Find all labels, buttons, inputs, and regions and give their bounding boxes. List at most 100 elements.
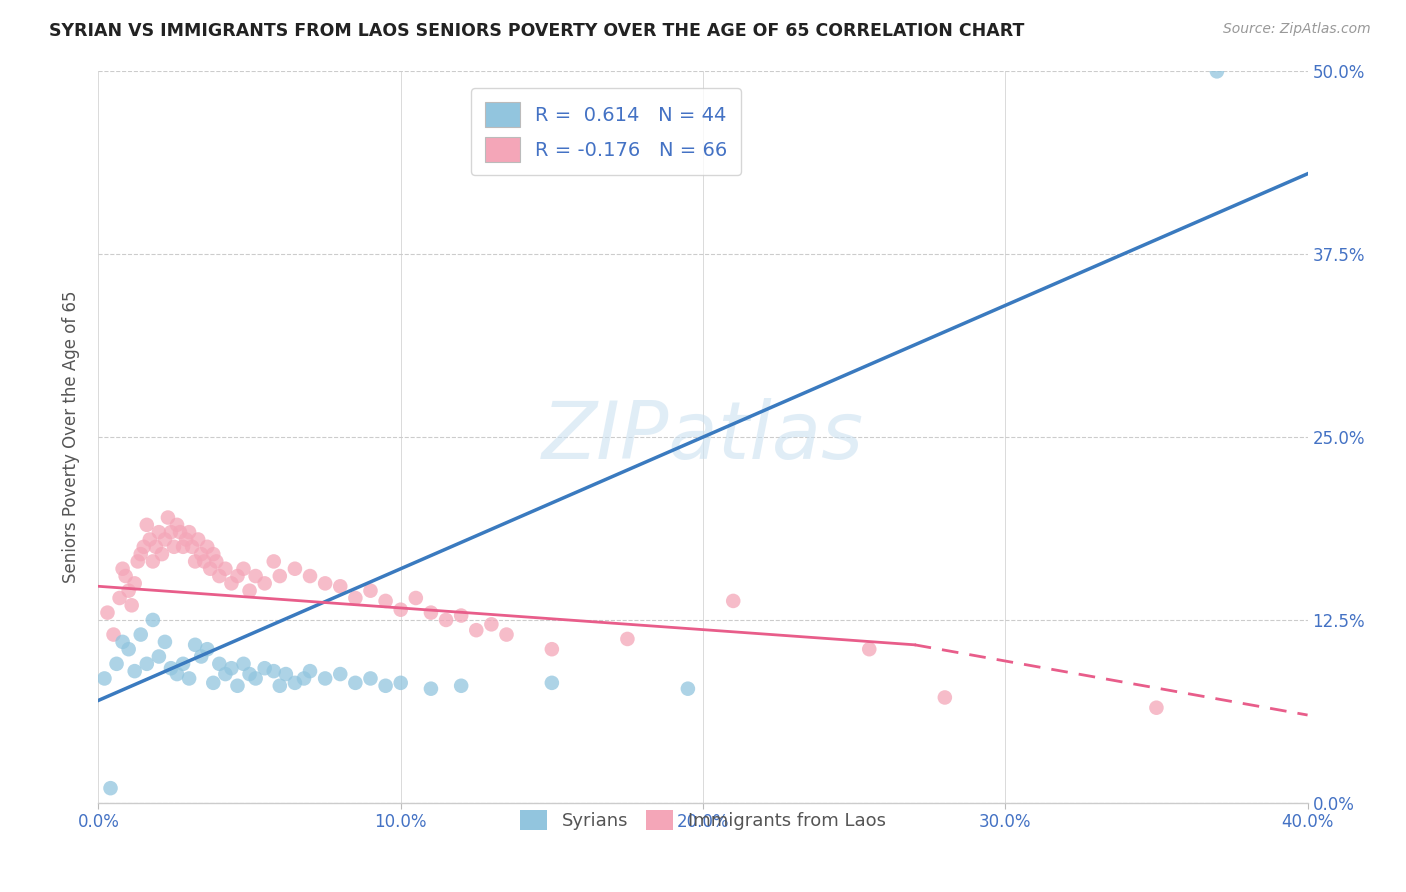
- Point: [181, 540, 204, 554]
- Point: [205, 554, 228, 568]
- Point: [1206, 64, 1229, 78]
- Point: [221, 576, 243, 591]
- Point: [232, 657, 254, 671]
- Point: [214, 562, 236, 576]
- Point: [274, 667, 297, 681]
- Point: [269, 679, 291, 693]
- Point: [239, 583, 262, 598]
- Point: [329, 579, 352, 593]
- Point: [172, 657, 194, 671]
- Point: [190, 649, 212, 664]
- Point: [434, 613, 457, 627]
- Point: [284, 676, 307, 690]
- Point: [148, 525, 170, 540]
- Point: [221, 661, 243, 675]
- Point: [200, 562, 222, 576]
- Point: [111, 562, 134, 576]
- Point: [232, 562, 254, 576]
- Point: [450, 608, 472, 623]
- Point: [124, 576, 146, 591]
- Point: [616, 632, 638, 646]
- Point: [208, 569, 231, 583]
- Text: SYRIAN VS IMMIGRANTS FROM LAOS SENIORS POVERTY OVER THE AGE OF 65 CORRELATION CH: SYRIAN VS IMMIGRANTS FROM LAOS SENIORS P…: [49, 22, 1025, 40]
- Point: [226, 569, 249, 583]
- Point: [190, 547, 212, 561]
- Point: [129, 547, 152, 561]
- Point: [450, 679, 472, 693]
- Point: [344, 676, 367, 690]
- Point: [93, 672, 115, 686]
- Point: [540, 642, 562, 657]
- Point: [314, 672, 336, 686]
- Point: [105, 657, 128, 671]
- Point: [208, 657, 231, 671]
- Point: [245, 672, 267, 686]
- Point: [202, 676, 225, 690]
- Point: [142, 554, 165, 568]
- Point: [389, 603, 412, 617]
- Point: [420, 606, 443, 620]
- Point: [195, 642, 218, 657]
- Point: [156, 510, 179, 524]
- Point: [1144, 700, 1167, 714]
- Point: [172, 540, 194, 554]
- Point: [129, 627, 152, 641]
- Point: [121, 599, 143, 613]
- Point: [163, 540, 186, 554]
- Point: [179, 672, 201, 686]
- Point: [253, 661, 276, 675]
- Point: [299, 569, 322, 583]
- Point: [263, 664, 285, 678]
- Point: [389, 676, 412, 690]
- Point: [184, 554, 207, 568]
- Point: [226, 679, 249, 693]
- Legend: Syrians, Immigrants from Laos: Syrians, Immigrants from Laos: [513, 803, 893, 838]
- Point: [723, 594, 745, 608]
- Point: [405, 591, 427, 605]
- Point: [540, 676, 562, 690]
- Point: [114, 569, 136, 583]
- Point: [124, 664, 146, 678]
- Point: [127, 554, 149, 568]
- Point: [676, 681, 699, 696]
- Text: ZIPatlas: ZIPatlas: [541, 398, 865, 476]
- Point: [934, 690, 956, 705]
- Point: [360, 672, 382, 686]
- Point: [344, 591, 367, 605]
- Point: [174, 533, 197, 547]
- Point: [153, 533, 176, 547]
- Point: [374, 594, 396, 608]
- Point: [193, 554, 215, 568]
- Point: [245, 569, 267, 583]
- Point: [292, 672, 315, 686]
- Point: [481, 617, 503, 632]
- Point: [166, 667, 188, 681]
- Point: [100, 781, 122, 796]
- Point: [132, 540, 155, 554]
- Point: [145, 540, 167, 554]
- Text: Source: ZipAtlas.com: Source: ZipAtlas.com: [1223, 22, 1371, 37]
- Point: [160, 525, 183, 540]
- Point: [858, 642, 880, 657]
- Point: [169, 525, 191, 540]
- Point: [495, 627, 517, 641]
- Point: [329, 667, 352, 681]
- Point: [96, 606, 118, 620]
- Point: [187, 533, 209, 547]
- Point: [239, 667, 262, 681]
- Point: [160, 661, 183, 675]
- Point: [153, 635, 176, 649]
- Point: [263, 554, 285, 568]
- Point: [420, 681, 443, 696]
- Point: [103, 627, 125, 641]
- Point: [184, 638, 207, 652]
- Point: [139, 533, 162, 547]
- Point: [314, 576, 336, 591]
- Y-axis label: Seniors Poverty Over the Age of 65: Seniors Poverty Over the Age of 65: [62, 291, 80, 583]
- Point: [253, 576, 276, 591]
- Point: [195, 540, 218, 554]
- Point: [284, 562, 307, 576]
- Point: [111, 635, 134, 649]
- Point: [148, 649, 170, 664]
- Point: [202, 547, 225, 561]
